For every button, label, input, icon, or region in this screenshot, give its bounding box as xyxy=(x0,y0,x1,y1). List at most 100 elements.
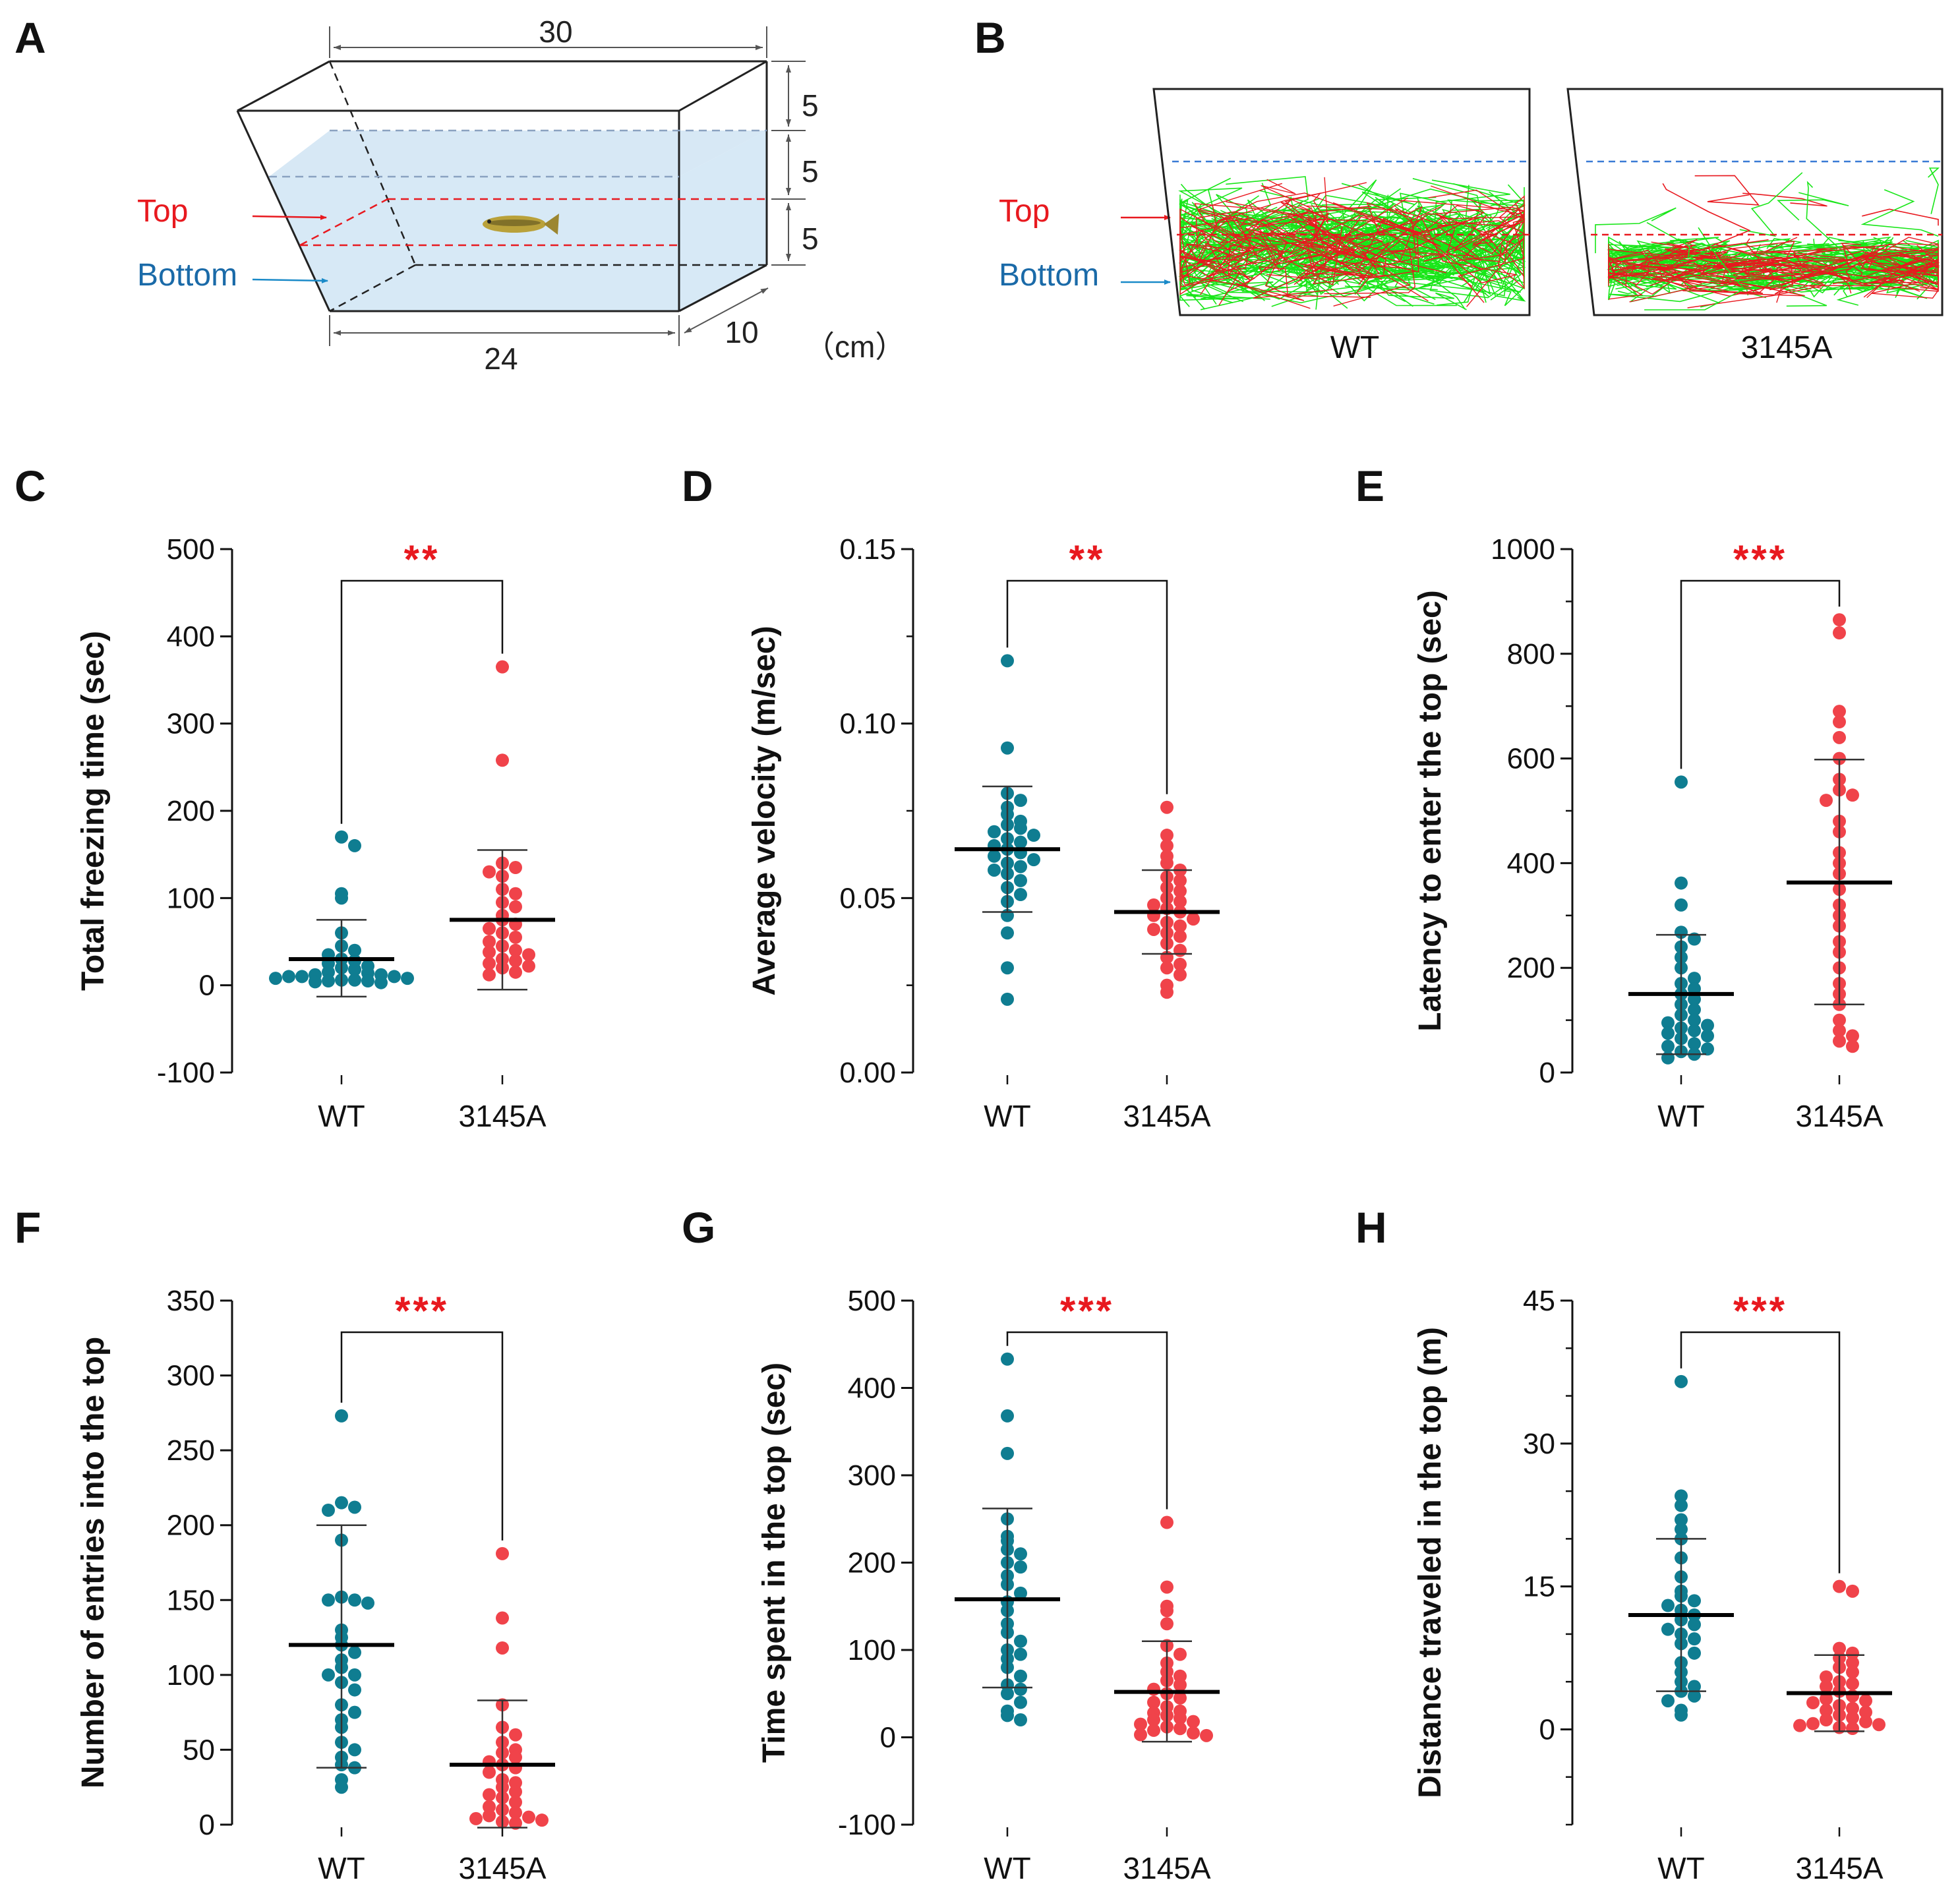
y-tick-label: 100 xyxy=(848,1634,896,1666)
data-point xyxy=(1675,898,1688,912)
track-path-red xyxy=(1198,177,1328,263)
data-point xyxy=(282,970,295,984)
track-bottom-label: Bottom xyxy=(999,258,1099,293)
y-axis-label: Latency to enter the top (sec) xyxy=(1413,590,1448,1031)
data-point xyxy=(348,1668,361,1682)
series-mutant xyxy=(1787,1579,1892,1736)
y-tick-label: 200 xyxy=(848,1547,896,1579)
data-point xyxy=(1701,1018,1714,1032)
track-path-green xyxy=(1354,245,1525,295)
data-point xyxy=(1027,853,1040,867)
chart-panel-e: E 0 200 400 600 800 1000 Latency to enter the t… xyxy=(1355,461,1892,1133)
panel-label-a: A xyxy=(15,13,46,62)
dim-top-width: 30 xyxy=(539,15,572,49)
data-point xyxy=(1833,626,1846,640)
data-point xyxy=(348,973,361,987)
data-point xyxy=(1701,1029,1714,1043)
track-path-red xyxy=(1647,262,1773,279)
data-point xyxy=(1014,1669,1027,1683)
panel-label-h: H xyxy=(1355,1203,1387,1252)
data-point xyxy=(1147,1723,1160,1737)
track-path-red xyxy=(1280,201,1386,275)
data-point xyxy=(483,1788,496,1802)
data-point xyxy=(1820,1670,1833,1684)
data-point xyxy=(496,1611,509,1625)
data-point xyxy=(1806,1695,1820,1709)
data-point xyxy=(1160,838,1173,852)
data-point xyxy=(1688,1632,1701,1646)
x-category-label: WT xyxy=(984,1851,1031,1882)
track-path-excursion xyxy=(1742,192,1827,207)
data-point xyxy=(1872,1718,1886,1732)
data-point xyxy=(483,1765,496,1779)
y-tick-label: 0.00 xyxy=(839,1057,896,1089)
data-point xyxy=(1820,1692,1833,1706)
track-path-red xyxy=(1179,216,1282,274)
data-point xyxy=(522,959,535,973)
data-point xyxy=(1833,730,1846,744)
data-point xyxy=(1661,1051,1675,1065)
track-path-red xyxy=(1665,248,1741,280)
series-mutant xyxy=(450,660,555,991)
track-path-red xyxy=(1179,226,1343,295)
significance-stars: *** xyxy=(395,1289,449,1333)
data-point xyxy=(335,1780,348,1794)
data-point xyxy=(1675,1489,1688,1503)
significance-bracket xyxy=(340,1331,504,1541)
series-wt xyxy=(1628,1374,1734,1722)
track-path-red xyxy=(1863,245,1939,292)
data-point xyxy=(335,1409,348,1423)
data-point xyxy=(1001,1687,1014,1701)
data-point xyxy=(509,1750,522,1764)
data-point xyxy=(1014,794,1027,808)
track-path-red xyxy=(1219,213,1423,258)
data-point xyxy=(1173,873,1187,887)
data-point xyxy=(1001,926,1014,940)
data-point xyxy=(1833,1024,1846,1038)
dimension-lines xyxy=(329,26,806,346)
data-point xyxy=(483,945,496,959)
series-mutant xyxy=(1787,613,1892,1053)
data-point xyxy=(348,943,361,957)
track-path-red xyxy=(1228,206,1442,277)
y-tick-label: -100 xyxy=(157,1057,215,1089)
data-point xyxy=(361,1596,374,1610)
data-point xyxy=(1846,1711,1859,1725)
data-point xyxy=(1675,1374,1688,1388)
series-wt xyxy=(955,1352,1060,1726)
y-tick-label: 300 xyxy=(848,1459,896,1492)
tank-top-label: Top xyxy=(137,194,188,229)
data-point xyxy=(1793,1719,1806,1732)
y-tick-label: 300 xyxy=(167,708,215,740)
data-point xyxy=(1661,1599,1675,1612)
data-point xyxy=(509,943,522,957)
data-point xyxy=(1846,1584,1859,1598)
data-point xyxy=(1147,1713,1160,1726)
tracks-mutant xyxy=(1595,167,1940,310)
data-point xyxy=(988,825,1001,838)
data-point xyxy=(1160,985,1173,999)
data-point xyxy=(361,974,374,988)
data-point xyxy=(1014,873,1027,887)
data-point xyxy=(988,863,1001,877)
data-point xyxy=(1846,1029,1859,1043)
series-mutant xyxy=(450,1546,555,1830)
data-point xyxy=(1027,829,1040,842)
data-point xyxy=(1001,1709,1014,1722)
y-tick-label: 0.10 xyxy=(839,708,896,740)
chart-panel-h: H 0 15 30 45 Distance traveled in the top (m)… xyxy=(1355,1203,1892,1882)
data-point xyxy=(1014,1586,1027,1600)
data-point xyxy=(1134,1728,1147,1742)
data-point xyxy=(1187,912,1200,926)
tank-top-arrow xyxy=(252,214,327,220)
y-tick-label: -100 xyxy=(838,1809,896,1841)
data-point xyxy=(1833,705,1846,719)
data-point xyxy=(1833,751,1846,765)
data-point xyxy=(295,970,309,984)
data-point xyxy=(1833,613,1846,627)
track-path-red xyxy=(1259,202,1419,273)
data-point xyxy=(322,1593,335,1607)
data-point xyxy=(1859,1694,1872,1708)
water-surface xyxy=(269,129,767,178)
data-point xyxy=(1688,1037,1701,1051)
